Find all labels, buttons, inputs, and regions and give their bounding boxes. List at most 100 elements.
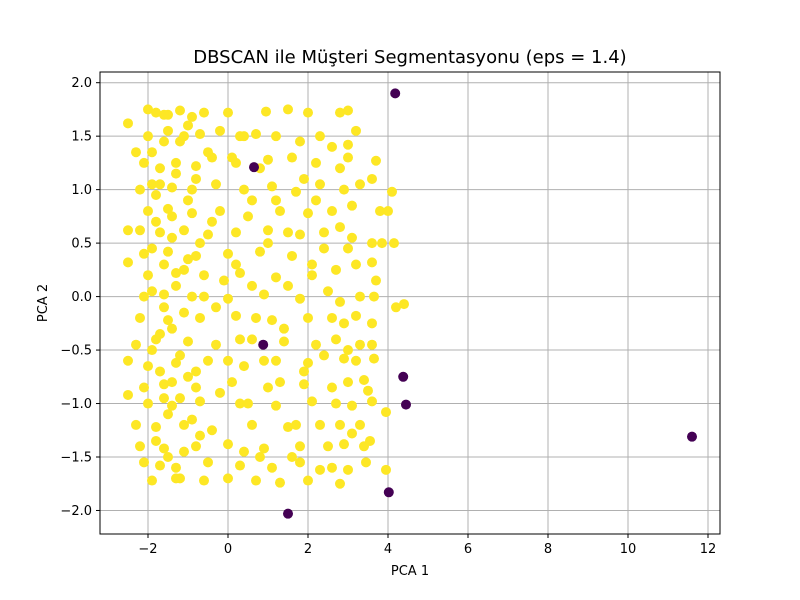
cluster-point [167,211,177,222]
cluster-point [155,460,165,471]
cluster-point [355,339,365,350]
cluster-point [211,339,221,350]
cluster-point [327,312,337,323]
cluster-point [311,157,321,168]
cluster-point [207,425,217,436]
cluster-point [235,398,245,409]
cluster-point [371,275,381,286]
cluster-point [319,243,329,254]
cluster-point [139,248,149,259]
cluster-point [367,173,377,184]
cluster-point [187,208,197,219]
cluster-point [203,457,213,468]
cluster-point [231,310,241,321]
cluster-point [135,312,145,323]
cluster-point [327,382,337,393]
cluster-point [267,181,277,192]
cluster-point [351,259,361,270]
cluster-point [139,457,149,468]
cluster-point [171,157,181,168]
cluster-point [195,396,205,407]
cluster-point [247,334,257,345]
cluster-point [123,389,133,400]
cluster-point [151,422,161,433]
cluster-point [167,377,177,388]
cluster-point [175,136,185,147]
chart-title: DBSCAN ile Müşteri Segmentasyonu (eps = … [193,47,626,68]
cluster-point [295,229,305,240]
cluster-point [175,350,185,361]
cluster-point [135,225,145,236]
noise-point [398,371,409,382]
cluster-point [155,227,165,238]
cluster-point [227,377,237,388]
cluster-point [159,136,169,147]
cluster-point [287,452,297,462]
cluster-point [187,184,197,195]
cluster-point [283,422,293,433]
cluster-point [367,238,377,249]
cluster-point [231,259,241,270]
cluster-point [215,387,225,398]
cluster-point [291,186,301,197]
cluster-point [179,419,189,430]
y-tick-label: 1.0 [71,183,92,198]
cluster-point [191,366,201,377]
cluster-point [139,157,149,168]
cluster-point [351,310,361,321]
cluster-point [335,222,345,233]
cluster-point [367,318,377,329]
cluster-point [331,264,341,275]
cluster-point [171,168,181,179]
cluster-point [367,257,377,268]
cluster-point [275,477,285,488]
cluster-point [287,250,297,261]
cluster-point [335,478,345,489]
cluster-point [183,336,193,347]
cluster-point [347,200,357,211]
cluster-point [159,379,169,390]
cluster-point [227,152,237,163]
noise-point [249,162,259,173]
noise-point [390,88,401,99]
cluster-point [187,291,197,302]
cluster-point [195,430,205,441]
cluster-point [295,441,305,452]
x-tick-label: 10 [620,542,637,557]
cluster-point [355,419,365,430]
cluster-point [179,264,189,275]
cluster-point [163,452,173,462]
cluster-point [327,206,337,217]
cluster-point [311,195,321,206]
cluster-point [271,272,281,283]
cluster-point [143,398,153,409]
x-tick-label: 4 [384,542,392,557]
y-tick-label: 0.5 [71,237,92,252]
cluster-point [151,216,161,227]
cluster-point [271,195,281,206]
cluster-point [303,475,313,486]
cluster-point [259,355,269,366]
cluster-point [167,182,177,193]
cluster-point [211,302,221,313]
cluster-point [389,238,399,249]
x-tick-label: 12 [700,542,717,557]
cluster-point [147,345,157,356]
cluster-point [303,107,313,118]
cluster-point [191,161,201,172]
cluster-point [339,439,349,450]
cluster-point [183,195,193,206]
cluster-point [171,268,181,279]
cluster-point [123,257,133,268]
cluster-point [303,357,313,368]
cluster-point [167,232,177,243]
cluster-point [187,111,197,122]
cluster-point [143,270,153,281]
cluster-point [139,382,149,393]
cluster-point [239,361,249,372]
cluster-point [375,206,385,217]
cluster-point [235,268,245,279]
cluster-point [135,441,145,452]
cluster-point [159,302,169,313]
cluster-point [331,398,341,409]
